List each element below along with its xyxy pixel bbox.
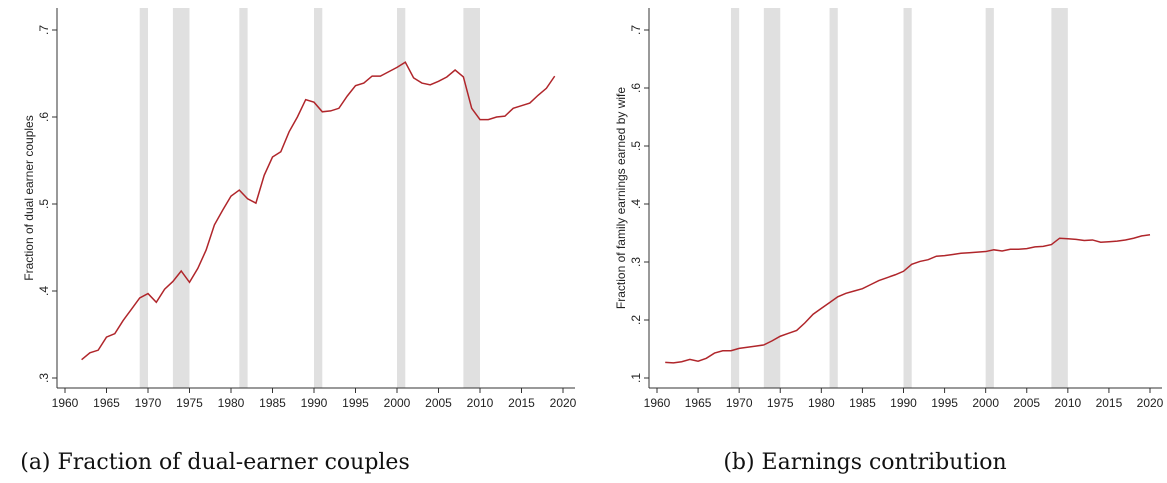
recession-band [139,8,148,388]
caption: (b) Earnings contribution [723,450,1006,475]
x-tick-label: 1980 [808,396,835,410]
recession-band [985,8,994,388]
recession-band [314,8,323,388]
recession-band [903,8,912,388]
x-tick-label: 1985 [259,396,286,410]
x-tick-label: 1970 [135,396,162,410]
data-line [81,61,556,361]
x-tick-label: 1970 [726,396,753,410]
x-tick-label: 1985 [849,396,876,410]
x-tick-label: 1995 [342,396,369,410]
y-tick-label: .5 [629,141,643,151]
y-tick-label: .5 [37,199,51,209]
x-tick-label: 1980 [218,396,245,410]
x-tick-label: 2005 [1013,396,1040,410]
x-tick-label: 2015 [1096,396,1123,410]
y-tick-label: .2 [629,315,643,325]
panel: .3 .4 .5 .6 .7 1960 1965 1970 1975 1980 1985 1990 19… [20,8,577,475]
caption: (a) Fraction of dual-earner couples [20,450,410,475]
x-tick-label: 2020 [1137,396,1164,410]
x-tick-label: 1990 [890,396,917,410]
y-tick-label: .4 [629,199,643,209]
recession-band [763,8,781,388]
y-tick-label: .6 [37,112,51,122]
y-axis-label: Fraction of dual earner couples [22,115,36,280]
x-tick-label: 2010 [467,396,494,410]
x-tick-label: 2000 [384,396,411,410]
x-tick-label: 2005 [425,396,452,410]
data-line [665,233,1151,364]
y-axis-label: Fraction of family earnings earned by wi… [614,87,628,309]
x-tick-label: 2000 [972,396,999,410]
x-tick-label: 1990 [301,396,328,410]
x-tick-label: 1965 [685,396,712,410]
x-tick-label: 1960 [52,396,79,410]
recession-band [463,8,480,388]
x-tick-label: 1975 [176,396,203,410]
x-tick-label: 1960 [644,396,671,410]
x-tick-label: 1975 [767,396,794,410]
x-tick-label: 2015 [508,396,535,410]
y-tick-label: .6 [629,83,643,93]
recession-band [1051,8,1068,388]
y-tick-label: .7 [629,25,643,35]
y-tick-label: .1 [629,373,643,383]
y-tick-label: .4 [37,286,51,296]
x-tick-label: 2020 [550,396,577,410]
x-tick-label: 1965 [93,396,120,410]
panel: .1 .2 .3 .4 .5 .6 .7 1960 1965 1970 1975 1980 1985 19… [614,8,1164,475]
y-tick-label: .7 [37,25,51,35]
recession-band [172,8,190,388]
y-tick-label: .3 [629,257,643,267]
y-tick-label: .3 [37,373,51,383]
recession-band [829,8,838,388]
x-tick-label: 2010 [1054,396,1081,410]
recession-band [730,8,740,388]
recession-band [397,8,406,388]
recession-band [239,8,248,388]
x-tick-label: 1995 [931,396,958,410]
